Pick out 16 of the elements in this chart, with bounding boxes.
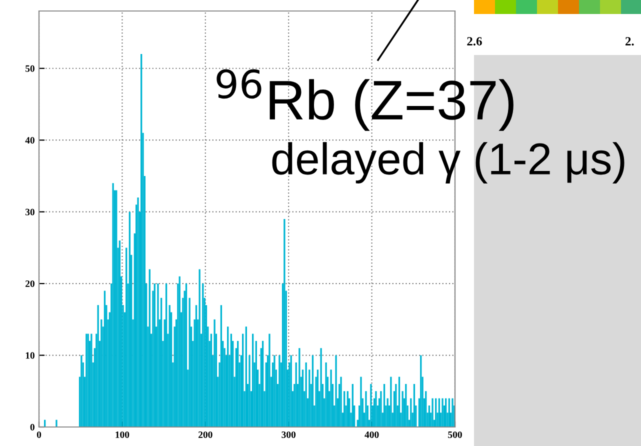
x-tick-label: 500 <box>448 431 462 438</box>
y-tick-label: 0 <box>30 424 34 430</box>
y-tick-label: 30 <box>25 208 34 216</box>
y-tick-label: 20 <box>26 280 34 288</box>
x-tick-label: 0 <box>36 431 42 438</box>
x-tick-label: 100 <box>116 431 130 438</box>
text: 2.6 <box>467 37 482 46</box>
annotation: $^{96}$Rb (Z=37) <box>216 69 514 131</box>
text: 2. <box>626 37 634 46</box>
y-tick-label: 50 <box>26 65 34 72</box>
y-tick-label: 10 <box>26 352 34 359</box>
x-tick-label: 300 <box>282 431 296 438</box>
y-tick-label: 40 <box>25 137 34 144</box>
x-tick-label: 400 <box>364 431 379 438</box>
annotation: delayed γ (1-2 μs) <box>272 142 624 184</box>
x-tick-label: 200 <box>198 431 212 438</box>
